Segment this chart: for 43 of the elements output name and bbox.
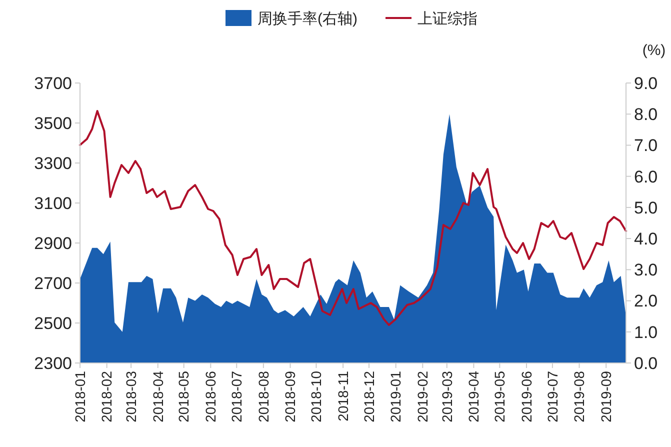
x-tick-label: 2019-07 bbox=[544, 370, 560, 422]
x-tick-label: 2019-06 bbox=[518, 370, 534, 422]
x-tick-label: 2019-05 bbox=[492, 370, 508, 422]
legend-label: 周换手率(右轴) bbox=[258, 10, 358, 28]
y2-tick-label: 7.0 bbox=[634, 136, 658, 156]
y-tick-label: 2700 bbox=[34, 274, 72, 293]
x-tick-label: 2018-01 bbox=[72, 370, 88, 422]
x-tick-label: 2019-09 bbox=[598, 370, 614, 422]
x-tick-label: 2018-03 bbox=[122, 370, 139, 422]
y2-tick-label: 9.0 bbox=[634, 74, 658, 93]
y-tick-label: 2300 bbox=[34, 354, 72, 373]
x-tick-label: 2018-09 bbox=[282, 370, 298, 422]
x-tick-label: 2019-08 bbox=[571, 370, 588, 422]
x-tick-label: 2018-02 bbox=[98, 370, 115, 422]
y2-tick-label: 3.0 bbox=[634, 260, 658, 280]
x-tick-label: 2019-01 bbox=[388, 370, 404, 422]
x-tick-label: 2018-12 bbox=[360, 370, 377, 422]
x-tick-label: 2018-07 bbox=[228, 370, 245, 422]
y2-tick-label: 2.0 bbox=[634, 292, 658, 311]
x-tick-label: 2018-08 bbox=[255, 370, 272, 422]
x-tick-label: 2018-11 bbox=[334, 370, 351, 422]
x-tick-label: 2019-02 bbox=[414, 370, 431, 422]
x-tick-label: 2018-06 bbox=[202, 370, 219, 422]
x-tick-label: 2019-04 bbox=[466, 370, 482, 422]
y2-tick-label: 1.0 bbox=[634, 322, 658, 342]
y2-tick-label: 8.0 bbox=[634, 105, 658, 124]
legend-label: 上证综指 bbox=[418, 10, 478, 28]
line-series bbox=[79, 110, 627, 326]
x-tick-label: 2019-03 bbox=[438, 370, 455, 422]
y-tick-label: 3500 bbox=[34, 114, 72, 133]
x-tick-label: 2018-04 bbox=[150, 370, 166, 422]
y2-tick-label: 6.0 bbox=[634, 167, 658, 186]
y2-tick-label: 0.0 bbox=[634, 354, 658, 373]
x-tick-label: 2018-05 bbox=[176, 370, 192, 422]
y-tick-label: 3300 bbox=[34, 154, 72, 173]
x-tick-label: 2018-10 bbox=[308, 370, 324, 422]
y2-axis-title: (%) bbox=[642, 42, 666, 59]
y-tick-label: 2900 bbox=[34, 234, 72, 253]
y-tick-label: 3100 bbox=[34, 194, 72, 213]
y2-tick-label: 5.0 bbox=[634, 198, 658, 218]
y-tick-label: 2500 bbox=[34, 314, 72, 333]
y2-tick-label: 4.0 bbox=[634, 230, 658, 249]
y-tick-label: 3700 bbox=[34, 74, 72, 93]
